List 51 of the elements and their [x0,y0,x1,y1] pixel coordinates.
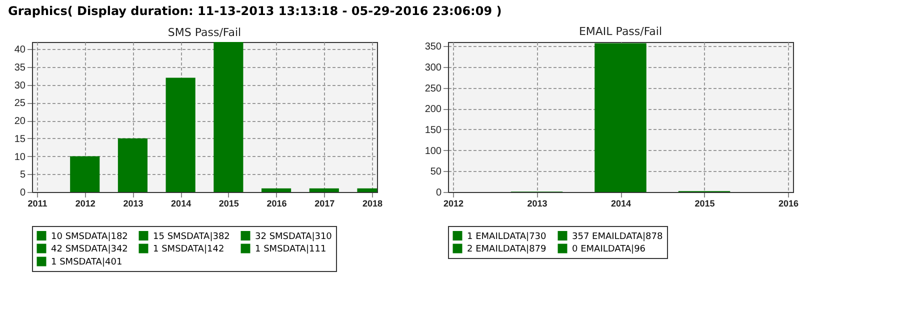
x-tick-label: 2016 [778,198,799,208]
x-tick-label: 2016 [266,198,287,208]
legend-label: 15 SMSDATA|382 [153,232,230,242]
y-tick-label: 200 [424,104,442,116]
legend-label: 2 EMAILDATA|879 [467,244,547,254]
bar [214,42,244,192]
y-tick-label: 100 [424,146,442,157]
x-tick-label: 2018 [362,198,383,208]
x-tick-label: 2013 [527,198,548,208]
legend-label: 32 SMSDATA|310 [255,232,332,242]
y-tick-label: 300 [424,62,442,74]
bar [70,156,100,192]
legend-label: 42 SMSDATA|342 [51,244,128,254]
y-tick-label: 250 [424,83,442,94]
y-tick-label: 15 [14,134,26,145]
text: Graphics( Display duration: 11-13-2013 13:13:18 - 05-29-2016 23:06:09 ) [8,4,503,18]
chart-title: SMS Pass/Fail [168,26,242,39]
y-tick-label: 35 [14,62,26,74]
bar [594,43,646,192]
y-tick-label: 150 [424,125,442,136]
y-tick-label: 20 [14,116,26,128]
y-tick-label: 25 [14,98,26,110]
legend-label: 1 SMSDATA|142 [153,244,224,254]
x-tick-label: 2017 [314,198,335,208]
y-tick-label: 350 [424,42,442,53]
y-tick-label: 30 [14,80,26,92]
x-tick-label: 2015 [694,198,715,208]
x-tick-label: 2015 [218,198,239,208]
x-tick-label: 2012 [443,198,464,208]
y-tick-label: 0 [436,188,442,198]
legend-label: 357 EMAILDATA|878 [572,232,663,242]
legend-label: 1 SMSDATA|401 [51,258,122,268]
legend-label: 10 SMSDATA|182 [51,232,128,242]
bar [262,188,292,192]
x-tick-label: 2014 [171,198,192,208]
legend-label: 1 SMSDATA|111 [255,244,326,254]
legend-label: 1 EMAILDATA|730 [467,232,547,242]
x-tick-label: 2013 [123,198,144,208]
y-tick-label: 40 [14,44,26,56]
bar [166,78,196,192]
x-tick-label: 2011 [28,198,48,208]
y-tick-label: 0 [20,188,26,198]
bar [118,138,148,192]
y-tick-label: 10 [14,152,26,163]
x-tick-label: 2012 [75,198,96,208]
y-tick-label: 5 [20,170,26,181]
bar [309,188,339,192]
chart-title: EMAIL Pass/Fail [578,25,662,38]
x-tick-label: 2014 [610,198,632,208]
legend-label: 0 EMAILDATA|96 [572,244,646,254]
y-tick-label: 50 [430,166,442,178]
